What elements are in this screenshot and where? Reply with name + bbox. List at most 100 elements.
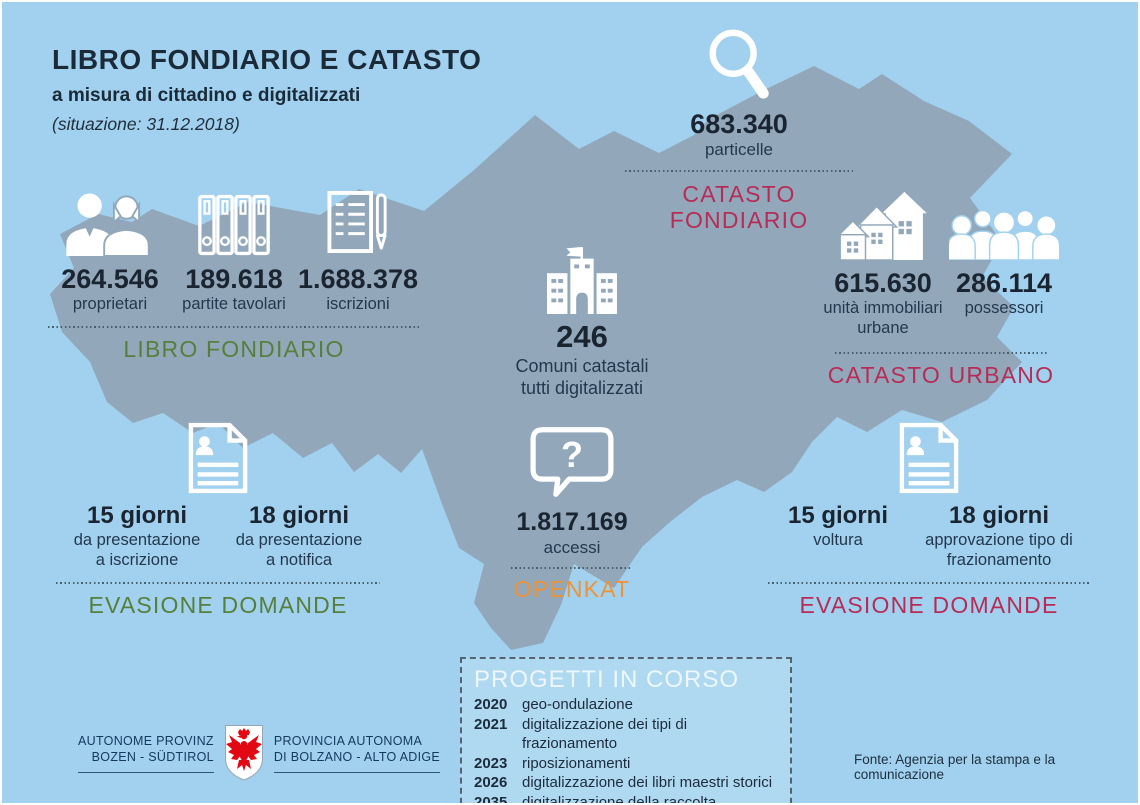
stat-partite-tavolari: 189.618 partite tavolari <box>172 188 296 314</box>
particelle-label: particelle <box>704 140 774 159</box>
stat-18-giorni-frazionamento: 18 giorni approvazione tipo di frazionam… <box>908 502 1090 570</box>
stat-15-giorni-iscrizione: 15 giorni da presentazione a iscrizione <box>56 502 218 570</box>
iscrizioni-label: iscrizioni <box>326 295 390 313</box>
possessori-value: 286.114 <box>955 268 1053 298</box>
header: LIBRO FONDIARIO E CATASTO a misura di ci… <box>52 44 481 135</box>
comuni-section: 246 Comuni catastali tutti digitalizzati <box>502 244 662 399</box>
situation-date-note: (situazione: 31.12.2018) <box>52 114 240 134</box>
separator-dotted-line <box>48 326 420 328</box>
question-bubble-icon: ? <box>500 426 644 500</box>
stat-iscrizioni: 1.688.378 iscrizioni <box>296 188 420 314</box>
giorni-18-value: 18 giorni <box>948 502 1050 529</box>
catasto-fondiario-section: 683.340 particelle CATASTO FONDIARIO <box>614 24 864 233</box>
comuni-value: 246 <box>556 319 608 354</box>
progetti-label: digitalizzazione dei libri maestri stori… <box>522 774 773 791</box>
progetti-item: 2020 geo-ondulazione <box>474 695 776 715</box>
giorni-18-line2: a notifica <box>265 551 333 569</box>
possessori-label: possessori <box>964 299 1044 317</box>
evasione-domande-right-heading: EVASIONE DOMANDE <box>799 592 1059 618</box>
unita-immobiliari-label-line1: unità immobiliari <box>823 299 943 317</box>
giorni-15-line2: a iscrizione <box>95 551 179 569</box>
giorni-15-value: 15 giorni <box>86 502 188 529</box>
logo-italian-line2: DI BOLZANO - ALTO ADIGE <box>273 749 441 764</box>
progetti-year: 2023 <box>474 754 508 772</box>
coat-of-arms-shield-icon <box>224 725 263 781</box>
logo-german-line2: BOZEN - SÜDTIROL <box>91 749 214 764</box>
partite-tavolari-value: 189.618 <box>185 264 283 294</box>
progetti-in-corso-box: PROGETTI IN CORSO 2020 geo-ondulazione 2… <box>460 657 792 805</box>
logo-italian-line1: PROVINCIA AUTONOMA <box>273 734 423 748</box>
townhall-icon <box>502 244 662 314</box>
progetti-year: 2035 <box>474 793 508 805</box>
progetti-label: riposizionamenti <box>522 754 631 772</box>
catasto-urbano-section: 615.630 unità immobiliari urbane <box>820 186 1062 388</box>
register-icon <box>296 188 420 256</box>
frazionamento-line1: approvazione tipo di <box>925 531 1073 549</box>
libro-fondiario-stats: 264.546 proprietari <box>48 188 420 314</box>
accessi-label: accessi <box>543 538 601 557</box>
application-document-icon <box>56 422 380 494</box>
separator-dotted-line <box>56 582 380 584</box>
proprietari-value: 264.546 <box>61 264 159 294</box>
logo-german-line1: AUTONOME PROVINZ <box>78 734 214 748</box>
houses-icon <box>820 186 946 260</box>
comuni-label-line2: tutti digitalizzati <box>520 378 644 398</box>
page-subtitle: a misura di cittadino e digitalizzati <box>52 85 361 106</box>
giorni-18-value: 18 giorni <box>248 502 350 529</box>
source-note: Fonte: Agenzia per la stampa e la comuni… <box>854 752 1056 782</box>
catasto-fondiario-heading: CATASTO FONDIARIO <box>669 181 809 233</box>
comuni-label-line1: Comuni catastali <box>515 356 649 376</box>
evasione-right-stats: 15 giorni voltura 18 giorni approvazione… <box>768 502 1090 570</box>
unita-immobiliari-label-line2: urbane <box>857 319 909 337</box>
progetti-label: digitalizzazione della raccolta document… <box>522 793 717 805</box>
application-document-icon <box>768 422 1090 494</box>
page-title: LIBRO FONDIARIO E CATASTO <box>52 44 482 75</box>
province-map-shape <box>50 66 1022 650</box>
iscrizioni-value: 1.688.378 <box>297 264 419 294</box>
people-group-icon <box>946 186 1062 260</box>
separator-dotted-line <box>625 170 853 172</box>
progetti-heading: PROGETTI IN CORSO <box>474 666 740 693</box>
stat-15-giorni-voltura: 15 giorni voltura <box>768 502 908 570</box>
accessi-value: 1.817.169 <box>516 508 628 536</box>
openkat-section: ? 1.817.169 accessi OPENKAT <box>500 426 644 602</box>
evasione-left-stats: 15 giorni da presentazione a iscrizione … <box>56 502 380 570</box>
frazionamento-line2: frazionamento <box>946 551 1052 569</box>
proprietari-label: proprietari <box>72 295 148 313</box>
unita-immobiliari-value: 615.630 <box>834 268 932 298</box>
libro-fondiario-section: 264.546 proprietari <box>48 188 420 362</box>
progetti-year: 2026 <box>474 774 508 791</box>
stat-unita-immobiliari: 615.630 unità immobiliari urbane <box>820 186 946 338</box>
question-mark-glyph: ? <box>561 434 583 475</box>
stat-18-giorni-notifica: 18 giorni da presentazione a notifica <box>218 502 380 570</box>
stat-possessori: 286.114 possessori <box>946 186 1062 338</box>
owners-icon <box>48 188 172 256</box>
giorni-15-value: 15 giorni <box>787 502 889 529</box>
stat-proprietari: 264.546 proprietari <box>48 188 172 314</box>
catasto-urbano-heading: CATASTO URBANO <box>827 362 1055 388</box>
evasione-domande-left-section: 15 giorni da presentazione a iscrizione … <box>56 422 380 618</box>
particelle-value: 683.340 <box>690 109 788 139</box>
progetti-item: 2035 digitalizzazione della raccolta doc… <box>474 793 776 805</box>
evasione-domande-left-heading: EVASIONE DOMANDE <box>88 592 348 618</box>
voltura-label: voltura <box>813 531 863 549</box>
progetti-year: 2020 <box>474 696 508 713</box>
binders-icon <box>172 188 296 256</box>
evasione-domande-right-section: 15 giorni voltura 18 giorni approvazione… <box>768 422 1090 618</box>
giorni-15-line1: da presentazione <box>73 531 201 549</box>
giorni-18-line1: da presentazione <box>235 531 363 549</box>
province-logo: AUTONOME PROVINZ BOZEN - SÜDTIROL PROVIN… <box>78 724 441 782</box>
catasto-urbano-stats: 615.630 unità immobiliari urbane <box>820 186 1062 338</box>
magnifier-icon <box>614 24 864 104</box>
progetti-item: 2021 digitalizzazione dei tipi di frazio… <box>474 715 776 754</box>
progetti-label: geo-ondulazione <box>522 696 633 713</box>
progetti-year: 2021 <box>474 715 508 733</box>
progetti-item: 2026 digitalizzazione dei libri maestri … <box>474 773 776 793</box>
separator-dotted-line <box>768 582 1090 584</box>
logo-text-italian: PROVINCIA AUTONOMA DI BOLZANO - ALTO ADI… <box>273 734 441 773</box>
openkat-heading: OPENKAT <box>513 576 631 602</box>
separator-dotted-line <box>835 352 1047 354</box>
partite-tavolari-label: partite tavolari <box>182 295 286 313</box>
